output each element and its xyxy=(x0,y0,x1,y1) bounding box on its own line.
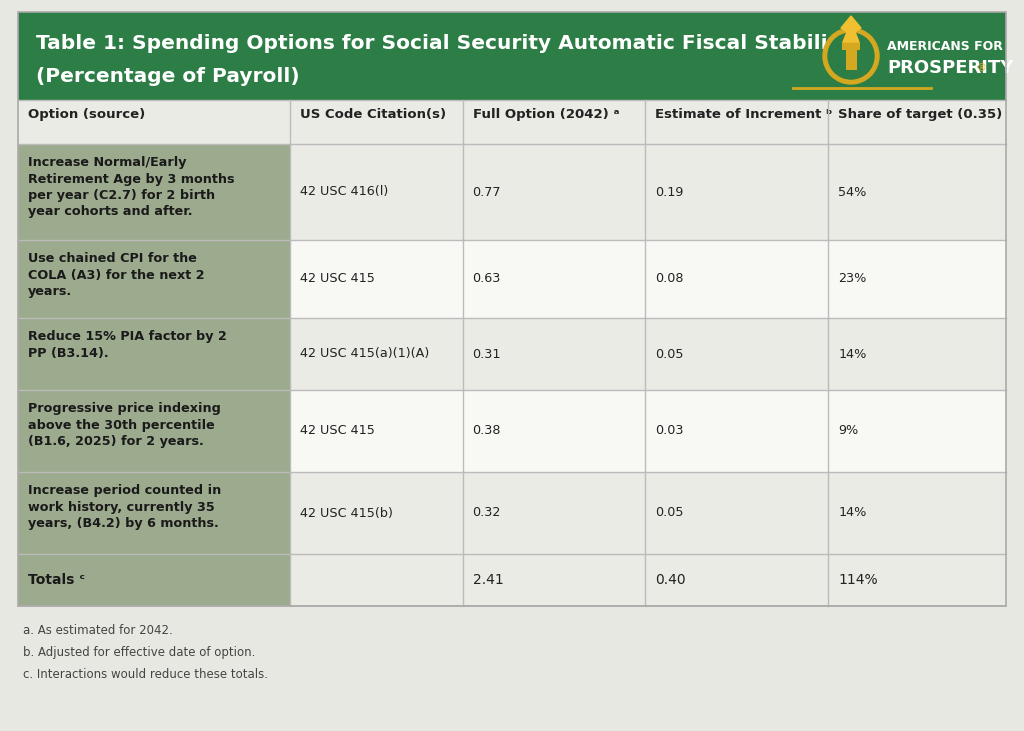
Text: 0.77: 0.77 xyxy=(473,186,501,199)
FancyBboxPatch shape xyxy=(290,240,463,318)
Text: ®: ® xyxy=(977,63,987,73)
FancyBboxPatch shape xyxy=(828,390,1006,472)
FancyBboxPatch shape xyxy=(842,42,860,50)
FancyBboxPatch shape xyxy=(828,318,1006,390)
Text: 42 USC 415(b): 42 USC 415(b) xyxy=(300,507,392,520)
Text: Full Option (2042) ᵃ: Full Option (2042) ᵃ xyxy=(473,108,620,121)
FancyBboxPatch shape xyxy=(463,390,645,472)
FancyBboxPatch shape xyxy=(290,144,463,240)
Text: 42 USC 416(l): 42 USC 416(l) xyxy=(300,186,388,199)
FancyBboxPatch shape xyxy=(18,100,1006,144)
FancyBboxPatch shape xyxy=(828,240,1006,318)
Text: Estimate of Increment ᵇ: Estimate of Increment ᵇ xyxy=(655,108,833,121)
Text: 0.05: 0.05 xyxy=(655,347,684,360)
FancyBboxPatch shape xyxy=(290,472,463,554)
Text: PROSPERITY: PROSPERITY xyxy=(887,59,1014,77)
FancyBboxPatch shape xyxy=(290,390,463,472)
Text: 14%: 14% xyxy=(839,507,866,520)
FancyBboxPatch shape xyxy=(645,318,828,390)
Circle shape xyxy=(823,28,879,84)
Text: c. Interactions would reduce these totals.: c. Interactions would reduce these total… xyxy=(23,668,268,681)
FancyBboxPatch shape xyxy=(645,554,828,606)
Text: Table 1: Spending Options for Social Security Automatic Fiscal Stabilizers: Table 1: Spending Options for Social Sec… xyxy=(36,34,876,53)
Text: a. As estimated for 2042.: a. As estimated for 2042. xyxy=(23,624,173,637)
FancyBboxPatch shape xyxy=(18,318,290,390)
Polygon shape xyxy=(841,16,861,42)
FancyBboxPatch shape xyxy=(18,390,290,472)
FancyBboxPatch shape xyxy=(645,390,828,472)
FancyBboxPatch shape xyxy=(828,472,1006,554)
Text: 0.03: 0.03 xyxy=(655,425,684,437)
FancyBboxPatch shape xyxy=(463,554,645,606)
Text: 2.41: 2.41 xyxy=(473,573,504,587)
FancyBboxPatch shape xyxy=(828,554,1006,606)
Text: AMERICANS FOR: AMERICANS FOR xyxy=(887,39,1002,53)
Text: 0.08: 0.08 xyxy=(655,273,684,286)
Text: Increase period counted in
work history, currently 35
years, (B4.2) by 6 months.: Increase period counted in work history,… xyxy=(28,484,221,530)
FancyBboxPatch shape xyxy=(18,472,290,554)
Circle shape xyxy=(828,33,874,79)
FancyBboxPatch shape xyxy=(18,240,290,318)
Text: Share of target (0.35): Share of target (0.35) xyxy=(839,108,1002,121)
Text: Use chained CPI for the
COLA (A3) for the next 2
years.: Use chained CPI for the COLA (A3) for th… xyxy=(28,252,205,298)
Text: 0.38: 0.38 xyxy=(473,425,501,437)
FancyBboxPatch shape xyxy=(645,240,828,318)
FancyBboxPatch shape xyxy=(463,318,645,390)
Text: 42 USC 415: 42 USC 415 xyxy=(300,273,375,286)
FancyBboxPatch shape xyxy=(463,144,645,240)
Text: Reduce 15% PIA factor by 2
PP (B3.14).: Reduce 15% PIA factor by 2 PP (B3.14). xyxy=(28,330,227,360)
FancyBboxPatch shape xyxy=(18,12,1006,100)
Text: 23%: 23% xyxy=(839,273,866,286)
Text: Progressive price indexing
above the 30th percentile
(B1.6, 2025) for 2 years.: Progressive price indexing above the 30t… xyxy=(28,402,221,448)
FancyBboxPatch shape xyxy=(828,144,1006,240)
FancyBboxPatch shape xyxy=(18,144,290,240)
Text: 114%: 114% xyxy=(839,573,878,587)
FancyBboxPatch shape xyxy=(290,318,463,390)
Text: 0.63: 0.63 xyxy=(473,273,501,286)
Text: (Percentage of Payroll): (Percentage of Payroll) xyxy=(36,67,300,86)
FancyBboxPatch shape xyxy=(846,48,856,70)
Text: 0.32: 0.32 xyxy=(473,507,501,520)
Text: 0.31: 0.31 xyxy=(473,347,501,360)
Text: 14%: 14% xyxy=(839,347,866,360)
Text: 54%: 54% xyxy=(839,186,866,199)
Text: b. Adjusted for effective date of option.: b. Adjusted for effective date of option… xyxy=(23,646,255,659)
Text: Option (source): Option (source) xyxy=(28,108,145,121)
Text: 42 USC 415: 42 USC 415 xyxy=(300,425,375,437)
Text: 9%: 9% xyxy=(839,425,858,437)
FancyBboxPatch shape xyxy=(645,472,828,554)
FancyBboxPatch shape xyxy=(645,144,828,240)
FancyBboxPatch shape xyxy=(463,240,645,318)
Text: Increase Normal/Early
Retirement Age by 3 months
per year (C2.7) for 2 birth
yea: Increase Normal/Early Retirement Age by … xyxy=(28,156,234,219)
Text: 0.19: 0.19 xyxy=(655,186,684,199)
Text: 42 USC 415(a)(1)(A): 42 USC 415(a)(1)(A) xyxy=(300,347,429,360)
Text: 0.05: 0.05 xyxy=(655,507,684,520)
FancyBboxPatch shape xyxy=(463,472,645,554)
FancyBboxPatch shape xyxy=(290,554,463,606)
Text: US Code Citation(s): US Code Citation(s) xyxy=(300,108,445,121)
Text: 0.40: 0.40 xyxy=(655,573,686,587)
Text: Totals ᶜ: Totals ᶜ xyxy=(28,573,85,587)
FancyBboxPatch shape xyxy=(18,554,290,606)
